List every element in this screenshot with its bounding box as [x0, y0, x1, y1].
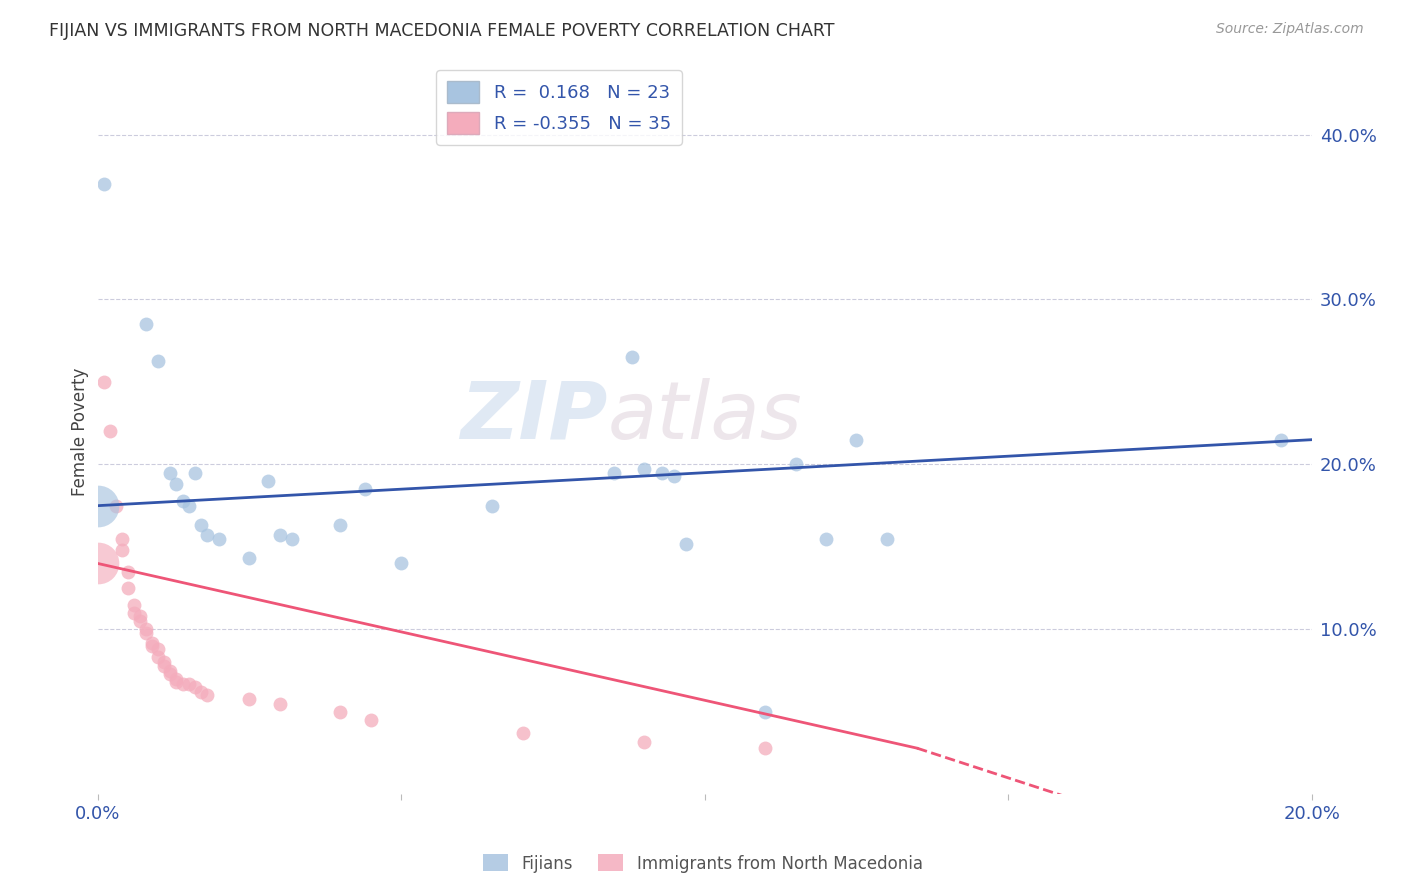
Point [785, 458, 807, 472]
Legend: R =  0.168   N = 23, R = -0.355   N = 35: R = 0.168 N = 23, R = -0.355 N = 35 [436, 70, 682, 145]
Point [129, 614, 152, 628]
Point [329, 705, 352, 719]
Point [141, 639, 163, 653]
Point [675, 536, 697, 550]
Point [208, 532, 231, 546]
Point [148, 353, 170, 368]
Point [602, 466, 624, 480]
Point [166, 672, 188, 686]
Point [256, 474, 278, 488]
Point [93, 375, 115, 389]
Point [876, 532, 898, 546]
Point [153, 656, 176, 670]
Point [195, 528, 218, 542]
Point [190, 518, 212, 533]
Point [122, 606, 145, 620]
Text: FIJIAN VS IMMIGRANTS FROM NORTH MACEDONIA FEMALE POVERTY CORRELATION CHART: FIJIAN VS IMMIGRANTS FROM NORTH MACEDONI… [49, 22, 835, 40]
Point [122, 598, 145, 612]
Point [135, 625, 157, 640]
Point [177, 499, 200, 513]
Point [148, 642, 170, 657]
Point [269, 697, 291, 711]
Point [1270, 433, 1292, 447]
Point [360, 713, 382, 727]
Point [481, 499, 503, 513]
Point [172, 677, 194, 691]
Point [98, 425, 121, 439]
Point [86, 499, 108, 513]
Point [238, 691, 260, 706]
Point [117, 565, 139, 579]
Point [754, 705, 776, 719]
Point [111, 543, 134, 558]
Point [159, 664, 181, 678]
Point [651, 466, 673, 480]
Point [329, 518, 352, 533]
Point [159, 466, 181, 480]
Point [135, 317, 157, 331]
Point [153, 658, 176, 673]
Point [172, 493, 194, 508]
Point [111, 532, 134, 546]
Point [633, 734, 655, 748]
Point [93, 177, 115, 191]
Point [86, 557, 108, 571]
Point [754, 741, 776, 756]
Point [620, 350, 643, 364]
Point [195, 689, 218, 703]
Point [664, 469, 686, 483]
Point [117, 581, 139, 595]
Point [183, 680, 205, 694]
Point [512, 726, 534, 740]
Point [389, 557, 412, 571]
Point [159, 667, 181, 681]
Text: ZIP: ZIP [460, 378, 607, 456]
Legend: Fijians, Immigrants from North Macedonia: Fijians, Immigrants from North Macedonia [477, 847, 929, 880]
Point [166, 675, 188, 690]
Point [190, 685, 212, 699]
Text: atlas: atlas [607, 378, 803, 456]
Point [129, 609, 152, 624]
Point [238, 551, 260, 566]
Point [177, 677, 200, 691]
Point [269, 528, 291, 542]
Point [353, 482, 375, 496]
Point [166, 477, 188, 491]
Point [815, 532, 838, 546]
Point [845, 433, 868, 447]
Point [141, 635, 163, 649]
Point [183, 466, 205, 480]
Y-axis label: Female Poverty: Female Poverty [72, 368, 89, 496]
Text: Source: ZipAtlas.com: Source: ZipAtlas.com [1216, 22, 1364, 37]
Point [148, 650, 170, 665]
Point [281, 532, 304, 546]
Point [633, 462, 655, 476]
Point [104, 499, 127, 513]
Point [135, 623, 157, 637]
